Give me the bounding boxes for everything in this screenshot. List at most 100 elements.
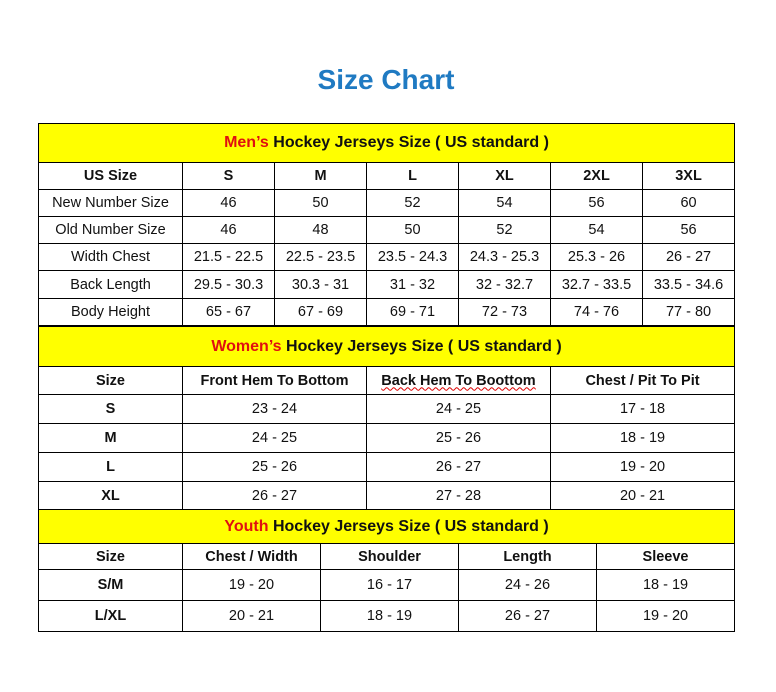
table-cell: 18 - 19: [320, 600, 459, 632]
column-header: S: [182, 162, 275, 190]
column-header: Length: [458, 543, 597, 570]
table-cell: L: [38, 452, 183, 482]
column-header: XL: [458, 162, 551, 190]
table-cell: 26 - 27: [458, 600, 597, 632]
table-cell: 46: [182, 216, 275, 244]
women-label: Women’s: [211, 337, 282, 355]
column-header-text: 2XL: [583, 168, 610, 184]
table-cell: 24 - 26: [458, 569, 597, 601]
table-cell: 24 - 25: [182, 423, 367, 453]
column-header-text: L: [408, 168, 417, 184]
table-cell: 50: [366, 216, 459, 244]
column-header: Sleeve: [595, 543, 736, 570]
table-row: M 24 - 25 25 - 26 18 - 19: [38, 423, 736, 453]
column-header-text: Length: [503, 548, 552, 565]
table-row: S 23 - 24 24 - 25 17 - 18: [38, 394, 736, 424]
column-header: US Size: [38, 162, 183, 190]
table-cell: 33.5 - 34.6: [641, 270, 736, 299]
mens-size-table: Men’s Hockey Jerseys Size ( US standard …: [37, 123, 736, 326]
table-cell: S: [38, 394, 183, 424]
youth-heading: Hockey Jerseys Size ( US standard ): [268, 517, 549, 535]
men-heading: Hockey Jerseys Size ( US standard ): [268, 134, 549, 151]
table-cell: 25 - 26: [182, 452, 367, 482]
table-cell: 52: [458, 216, 551, 244]
column-header-text: Shoulder: [358, 548, 421, 565]
table-row: Back Length 29.5 - 30.3 30.3 - 31 31 - 32 32…: [38, 270, 736, 299]
table-cell: 56: [641, 216, 736, 244]
column-header: 3XL: [641, 162, 736, 190]
table-cell: 19 - 20: [595, 600, 736, 632]
womens-size-table: Women’s Hockey Jerseys Size ( US standar…: [37, 326, 736, 510]
men-section-header: Men’s Hockey Jerseys Size ( US standard …: [37, 123, 736, 163]
column-header: L: [366, 162, 459, 190]
table-cell: 67 - 69: [274, 298, 367, 326]
table-cell: 16 - 17: [320, 569, 459, 601]
table-cell: 22.5 - 23.5: [274, 243, 367, 271]
table-cell: 25 - 26: [366, 423, 551, 453]
column-header: Chest / Width: [182, 543, 321, 570]
column-header-text: Sleeve: [642, 548, 689, 565]
table-cell: 32 - 32.7: [458, 270, 551, 299]
table-cell: 20 - 21: [549, 481, 736, 510]
women-heading: Hockey Jerseys Size ( US standard ): [281, 337, 562, 355]
table-row: L 25 - 26 26 - 27 19 - 20: [38, 452, 736, 482]
table-row: Old Number Size 46 48 50 52 54 56: [38, 216, 736, 244]
table-cell: 19 - 20: [549, 452, 736, 482]
column-header-text: Chest / Width: [205, 548, 298, 565]
column-header-text: Size: [95, 548, 125, 565]
column-header-text: US Size: [83, 168, 138, 184]
table-cell: 18 - 19: [595, 569, 736, 601]
column-header-text: S: [223, 168, 234, 184]
table-row: L/XL 20 - 21 18 - 19 26 - 27 19 - 20: [38, 600, 736, 632]
table-cell: M: [38, 423, 183, 453]
table-cell: 52: [366, 189, 459, 217]
table-cell: 31 - 32: [366, 270, 459, 299]
column-header: Shoulder: [320, 543, 459, 570]
table-cell: XL: [38, 481, 183, 510]
column-header-text: Back Hem To Boottom: [381, 372, 536, 389]
column-header-text: Size: [95, 372, 125, 389]
table-cell: 17 - 18: [549, 394, 736, 424]
table-cell: 23.5 - 24.3: [366, 243, 459, 271]
column-header-text: Chest / Pit To Pit: [585, 372, 700, 389]
table-cell: 50: [274, 189, 367, 217]
column-header-text: XL: [495, 168, 514, 184]
table-cell: 27 - 28: [366, 481, 551, 510]
table-cell: 29.5 - 30.3: [182, 270, 275, 299]
table-cell: 72 - 73: [458, 298, 551, 326]
table-cell: 23 - 24: [182, 394, 367, 424]
column-header: Back Hem To Boottom: [366, 366, 551, 395]
table-cell: 26 - 27: [182, 481, 367, 510]
youth-size-table: Youth Hockey Jerseys Size ( US standard …: [37, 509, 736, 632]
table-cell: L/XL: [38, 600, 183, 632]
table-row: XL 26 - 27 27 - 28 20 - 21: [38, 481, 736, 510]
table-cell: 60: [641, 189, 736, 217]
table-cell: Old Number Size: [38, 216, 183, 244]
table-cell: 69 - 71: [366, 298, 459, 326]
table-cell: 24 - 25: [366, 394, 551, 424]
column-header: Chest / Pit To Pit: [549, 366, 736, 395]
page-title: Size Chart: [317, 64, 455, 95]
table-cell: 24.3 - 25.3: [458, 243, 551, 271]
table-row: Width Chest 21.5 - 22.5 22.5 - 23.5 23.5 - …: [38, 243, 736, 271]
table-cell: New Number Size: [38, 189, 183, 217]
table-cell: 20 - 21: [182, 600, 321, 632]
table-cell: 18 - 19: [549, 423, 736, 453]
table-cell: 30.3 - 31: [274, 270, 367, 299]
table-cell: Width Chest: [38, 243, 183, 271]
column-header-text: 3XL: [675, 168, 702, 184]
table-cell: 65 - 67: [182, 298, 275, 326]
table-cell: Body Height: [38, 298, 183, 326]
table-row: S/M 19 - 20 16 - 17 24 - 26 18 - 19: [38, 569, 736, 601]
table-cell: S/M: [38, 569, 183, 601]
column-header: M: [274, 162, 367, 190]
men-label: Men’s: [224, 134, 269, 151]
column-header-text: M: [314, 168, 327, 184]
table-cell: 54: [458, 189, 551, 217]
table-row: Body Height 65 - 67 67 - 69 69 - 71 72 - 73 7…: [38, 298, 736, 326]
table-cell: 46: [182, 189, 275, 217]
table-cell: Back Length: [38, 270, 183, 299]
column-header: Size: [38, 543, 183, 570]
table-cell: 77 - 80: [641, 298, 736, 326]
women-section-header: Women’s Hockey Jerseys Size ( US standar…: [37, 326, 736, 367]
